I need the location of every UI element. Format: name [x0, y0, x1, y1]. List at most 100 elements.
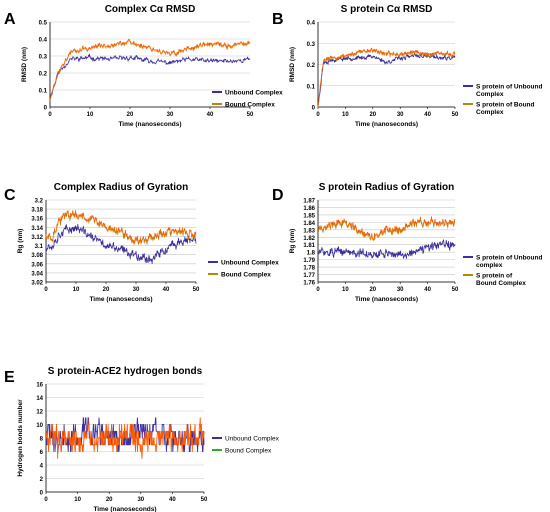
x-tick-label: 20	[369, 287, 376, 293]
series-line-bound-shade	[317, 217, 456, 243]
y-tick-label: 1.82	[303, 236, 315, 242]
y-tick-label: 0	[312, 106, 316, 112]
y-tick-label: 2	[40, 477, 44, 483]
y-tick-label: 1.78	[303, 266, 315, 272]
y-tick-label: 1.76	[303, 281, 315, 287]
y-tick-label: 14	[36, 396, 43, 402]
x-tick-label: 0	[48, 112, 52, 118]
y-tick-label: 0.2	[307, 63, 316, 69]
panel-letter: C	[4, 187, 16, 204]
panel-c: C Complex Radius of Gyration 3.02 3.04 3.06 3…	[4, 182, 279, 303]
y-tick-label: 12	[36, 410, 43, 416]
series-line-bound-shade	[49, 40, 251, 102]
y-tick-label: 0	[40, 491, 44, 497]
y-tick-label: 6	[40, 450, 44, 456]
x-tick-label: 30	[167, 112, 174, 118]
y-tick-label: 3.02	[31, 281, 43, 287]
legend-label: S protein of Unbound complex	[476, 255, 542, 270]
y-tick-label: 1.8	[307, 251, 316, 257]
legend-label: S protein of Bound Complex	[476, 102, 535, 117]
x-axis-label: Time (nanoseconds)	[118, 121, 181, 128]
series-line-bound-shade	[317, 48, 456, 109]
y-tick-label: 1.81	[303, 243, 315, 249]
x-tick-label: 0	[316, 112, 320, 118]
x-tick-label: 20	[127, 112, 134, 118]
x-tick-label: 40	[424, 112, 431, 118]
y-tick-label: 0.1	[39, 89, 48, 95]
y-tick-label: 3.14	[31, 226, 43, 232]
y-tick-label: 1.87	[303, 199, 315, 205]
y-tick-label: 0.3	[39, 55, 48, 61]
x-tick-label: 50	[247, 112, 254, 118]
y-tick-label: 3.06	[31, 262, 43, 268]
series-line-bound-shade	[45, 211, 197, 246]
y-tick-label: 1.86	[303, 206, 315, 212]
x-axis-label: Time (nanoseconds)	[355, 121, 418, 128]
panel-b: B S protein Cα RMSD 0 0.1 0.2 0.3 0.4 0 10 20 30 40…	[272, 4, 542, 128]
legend-label: Bound Complex	[225, 448, 272, 455]
x-tick-label: 40	[163, 287, 170, 293]
y-tick-label: 0.1	[307, 84, 316, 90]
y-tick-label: 0.4	[39, 38, 48, 44]
x-tick-label: 30	[397, 287, 404, 293]
y-tick-label: 1.85	[303, 213, 315, 219]
x-axis-label: Time (nanoseconds)	[89, 296, 152, 303]
series-line-unbound	[317, 53, 456, 108]
legend-label: Unbound Complex	[225, 90, 283, 97]
x-tick-label: 40	[207, 112, 214, 118]
y-tick-label: 3.04	[31, 271, 43, 277]
x-tick-label: 40	[424, 287, 431, 293]
x-tick-label: 20	[106, 497, 113, 503]
x-tick-label: 30	[137, 497, 144, 503]
y-tick-label: 4	[40, 464, 44, 470]
x-tick-label: 50	[193, 287, 200, 293]
y-tick-label: 0.5	[39, 21, 48, 27]
y-tick-label: 3.2	[35, 199, 44, 205]
x-axis-label: Time (nanoseconds)	[355, 296, 418, 303]
y-axis-label: RMSD (nm)	[21, 47, 28, 82]
x-tick-label: 10	[342, 112, 349, 118]
y-axis-label: Hydrogen bonds number	[17, 399, 24, 477]
y-tick-label: 0.4	[307, 21, 316, 27]
y-tick-label: 10	[36, 423, 43, 429]
y-tick-label: 3.12	[31, 235, 43, 241]
x-tick-label: 40	[169, 497, 176, 503]
series-line-unbound	[317, 239, 456, 260]
x-tick-label: 50	[452, 112, 459, 118]
x-tick-label: 0	[44, 497, 48, 503]
chart-title: Complex Cα RMSD	[105, 4, 196, 15]
legend-label: Unbound Complex	[225, 436, 280, 443]
legend-label: Unbound Complex	[221, 260, 279, 267]
y-axis-label: Rg (nm)	[17, 229, 24, 254]
chart-title: S protein Cα RMSD	[341, 4, 433, 15]
x-tick-label: 10	[342, 287, 349, 293]
series-line-unbound	[49, 53, 251, 100]
x-tick-label: 10	[73, 287, 80, 293]
x-tick-label: 30	[397, 112, 404, 118]
chart-title: S protein Radius of Gyration	[319, 182, 455, 193]
y-tick-label: 1.77	[303, 273, 315, 279]
y-tick-label: 1.79	[303, 258, 315, 264]
series-line-unbound	[45, 223, 197, 265]
x-tick-label: 50	[452, 287, 459, 293]
x-tick-label: 0	[316, 287, 320, 293]
panel-a: A Complex Cα RMSD 0 0.1 0.2 0.3 0.4 0.5 0 10 20 30 4…	[4, 4, 283, 128]
x-tick-label: 10	[87, 112, 94, 118]
panel-letter: B	[272, 11, 284, 28]
chart-title: S protein-ACE2 hydrogen bonds	[48, 366, 203, 377]
y-tick-label: 0	[44, 106, 48, 112]
y-tick-label: 1.84	[303, 221, 315, 227]
panel-e: E S protein-ACE2 hydrogen bonds 0 2 4 6 8 10 12 1…	[4, 366, 280, 512]
x-axis-label: Time (nanoseconds)	[93, 506, 156, 512]
x-tick-label: 30	[133, 287, 140, 293]
y-tick-label: 3.16	[31, 217, 43, 223]
x-tick-label: 20	[103, 287, 110, 293]
chart-title: Complex Radius of Gyration	[54, 182, 188, 193]
legend-label: S protein of Unbound Complex	[476, 84, 542, 99]
legend-label: Bound Complex	[221, 272, 271, 279]
series-line-bound	[317, 216, 456, 241]
x-tick-label: 10	[74, 497, 81, 503]
panel-letter: D	[272, 187, 284, 204]
